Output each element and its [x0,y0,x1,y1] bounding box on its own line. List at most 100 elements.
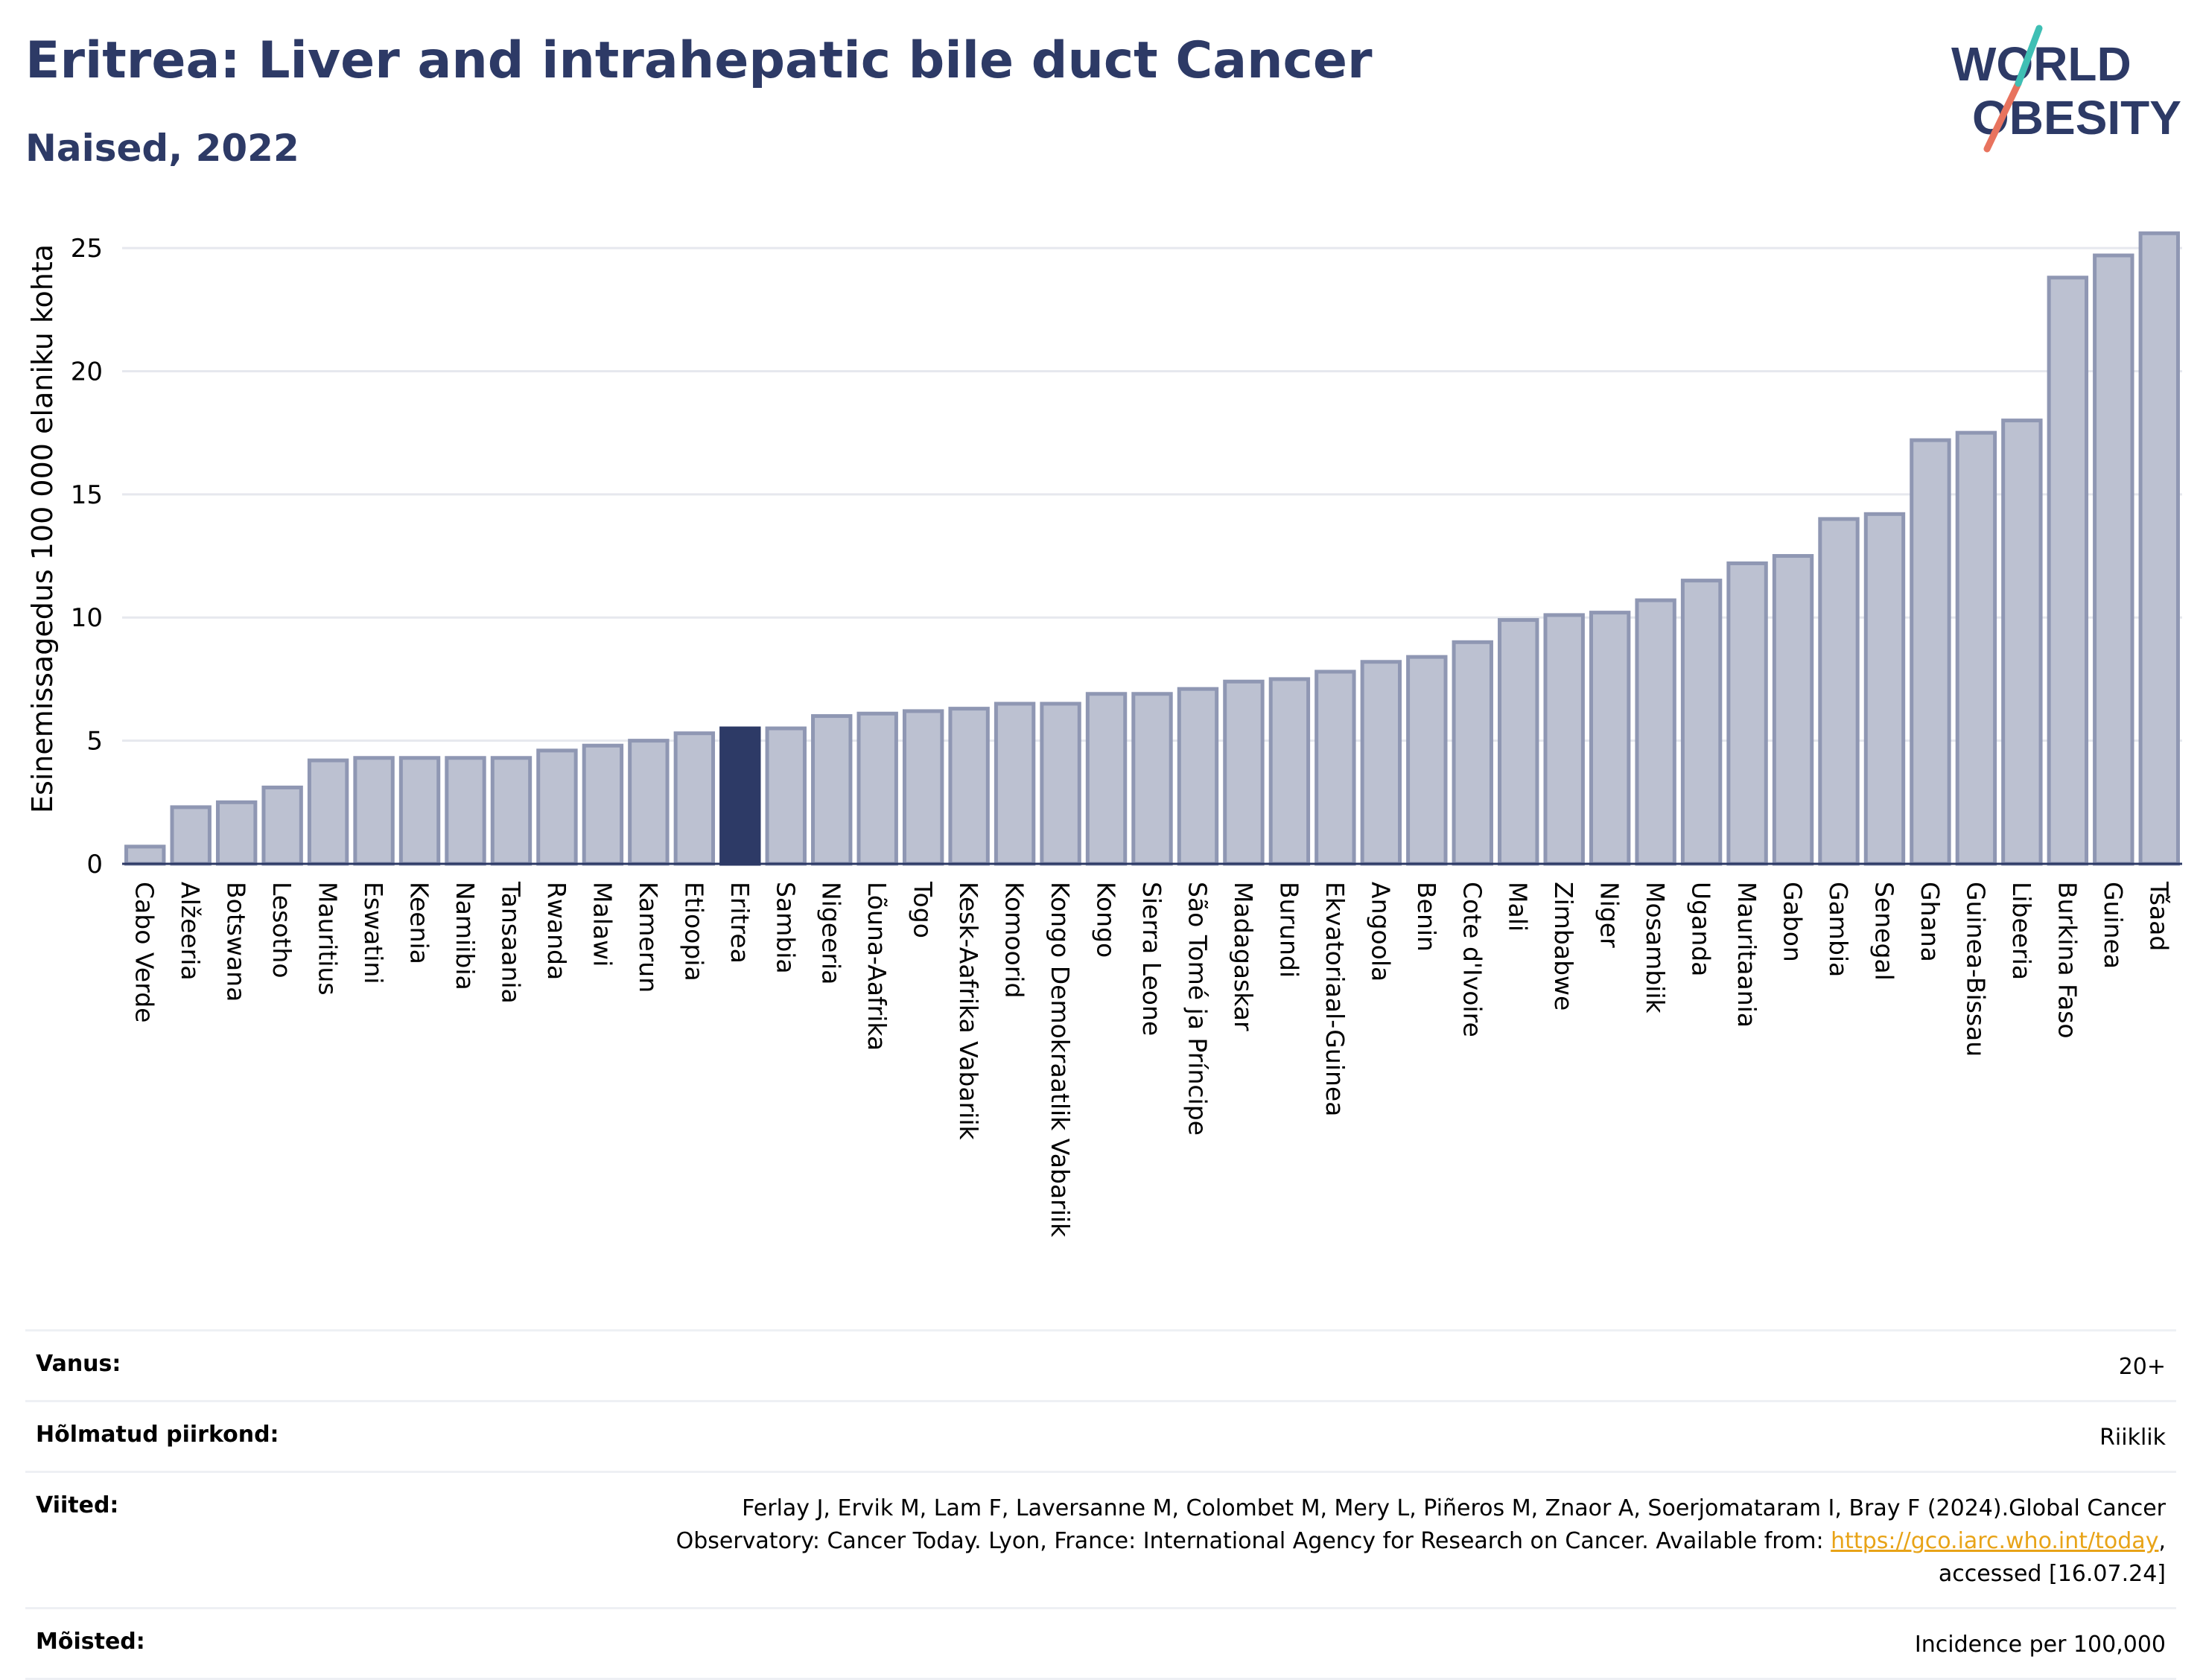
info-value-definitions: Incidence per 100,000 [1914,1632,2166,1658]
bar-zimbabwe[interactable] [1543,613,1585,866]
reference-link[interactable]: https://gco.iarc.who.int/today [1831,1528,2159,1554]
x-tick-label: Mosambiik [1641,882,1670,1014]
reference-text-2: Observatory: Cancer Today. Lyon, France:… [675,1528,1831,1554]
bar-ekvatoriaal-guinea[interactable] [1315,669,1356,866]
y-tick-label: 5 [86,727,103,757]
x-tick-label: Gabon [1778,882,1808,962]
svg-text:WORLD: WORLD [1951,37,2132,91]
x-tick-label: Cote d'Ivoire [1457,882,1487,1037]
bar-ghana[interactable] [1910,438,1951,866]
bar-kesk-aafrika-vabariik[interactable] [948,707,990,866]
info-key-region: Hõlmatud piirkond: [36,1422,279,1448]
bar-guinea[interactable] [2093,253,2134,866]
bar-mali[interactable] [1498,618,1539,866]
y-axis-ticks: 0 5 10 15 20 25 [71,234,103,879]
reference-text-4: accessed [16.07.24] [1938,1561,2166,1587]
x-tick-label: Niger [1595,882,1624,948]
x-tick-label: Mauritius [314,882,343,996]
bar-keenia[interactable] [398,756,441,866]
bar-burkina-faso[interactable] [2047,276,2089,866]
bar-kongo[interactable] [1085,692,1128,866]
chart-subtitle: Naised, 2022 [25,127,299,170]
bar-nigeeria[interactable] [811,714,853,866]
bar-mosambiik[interactable] [1635,598,1676,866]
bar-kongo-demokraatlik-vabariik[interactable] [1040,701,1081,866]
bar-botswana[interactable] [215,800,258,866]
info-row-references: Viited: Ferlay J, Ervik M, Lam F, Lavers… [25,1471,2176,1607]
bar-etioopia[interactable] [673,731,716,866]
x-tick-label: Madagaskar [1229,882,1258,1031]
bar-al-eeria[interactable] [170,805,212,866]
bar-t-aad[interactable] [2138,231,2180,866]
y-tick-label: 15 [71,480,103,510]
bar-gambia[interactable] [1818,517,1860,866]
x-tick-label: Sambia [771,882,800,974]
bar-malawi[interactable] [582,743,624,866]
bar-sambia[interactable] [765,726,807,866]
bar-guinea-bissau[interactable] [1955,430,1997,866]
x-tick-label: Keenia [405,882,434,964]
x-tick-label: Alžeeria [176,882,205,981]
bar-eritrea[interactable] [719,726,761,866]
info-value-region: Riiklik [2099,1425,2166,1451]
info-key-age: Vanus: [36,1351,121,1377]
x-tick-label: Kesk-Aafrika Vabariik [954,882,983,1140]
bar-rwanda[interactable] [536,748,578,866]
y-tick-label: 25 [71,234,103,264]
chart-title: Eritrea: Liver and intrahepatic bile duc… [25,31,1373,90]
x-tick-label: Malawi [588,882,617,967]
x-tick-label: Ghana [1916,882,1945,962]
bar-sierra-leone[interactable] [1131,692,1173,866]
bar-niger[interactable] [1589,611,1631,866]
y-tick-label: 10 [71,603,103,633]
bar-benin[interactable] [1406,655,1448,866]
bar-uganda[interactable] [1680,579,1723,866]
bar-chart: 0 5 10 15 20 25 Cabo Verde Alžeeria Botswana Les… [26,231,2182,1238]
bar-mauritius[interactable] [307,758,349,866]
bars [124,231,2180,866]
x-tick-label: Uganda [1687,882,1716,976]
x-tick-label: Nigeeria [817,882,846,984]
bar-cabo-verde[interactable] [124,844,166,866]
y-tick-label: 20 [71,357,103,386]
bar-libeeria[interactable] [2001,419,2043,866]
y-tick-label: 0 [86,850,103,879]
bar-cote-d-ivoire[interactable] [1452,640,1493,866]
x-tick-label: Mali [1504,882,1533,932]
world-obesity-logo: WORLD OBESITY [1951,25,2181,153]
x-tick-label: Guinea [2099,882,2128,969]
bar-s-o-tom-ja-pr-ncipe[interactable] [1177,687,1219,866]
bar-l-una-aafrika[interactable] [856,711,898,866]
x-tick-label: Kamerun [634,882,663,993]
bar-burundi[interactable] [1268,677,1311,866]
x-tick-label: Tansaania [496,881,525,1004]
x-tick-label: Tšaad [2144,881,2173,951]
info-row-age: Vanus: 20+ [25,1329,2176,1400]
x-tick-label: Benin [1412,882,1441,952]
bar-tansaania[interactable] [490,756,533,866]
bar-senegal[interactable] [1863,512,1906,866]
bar-madagaskar[interactable] [1223,679,1265,866]
bar-mauritaania[interactable] [1726,561,1768,866]
x-tick-label: Cabo Verde [130,882,159,1022]
x-tick-label: São Tomé ja Príncipe [1183,882,1212,1136]
bar-angoola[interactable] [1360,660,1402,866]
x-tick-label: Ekvatoriaal-Guinea [1320,882,1350,1116]
info-row-region: Hõlmatud piirkond: Riiklik [25,1400,2176,1471]
info-value-references: Ferlay J, Ervik M, Lam F, Laversanne M, … [676,1492,2166,1591]
x-tick-label: Namiibia [451,882,480,990]
bar-togo[interactable] [902,709,944,866]
bar-gabon[interactable] [1772,554,1814,866]
x-tick-label: Burkina Faso [2053,882,2082,1039]
x-tick-label: Sierra Leone [1137,882,1166,1036]
bar-lesotho[interactable] [261,785,303,866]
x-tick-label: Gambia [1824,882,1853,977]
x-tick-label: Rwanda [542,882,571,980]
x-tick-label: Komoorid [1000,882,1029,998]
bar-kamerun[interactable] [628,739,670,866]
bar-eswatini[interactable] [353,756,395,866]
info-key-references: Viited: [36,1492,119,1518]
bar-komoorid[interactable] [994,701,1036,866]
bar-namiibia[interactable] [445,756,486,866]
x-tick-label: Angoola [1366,882,1395,981]
